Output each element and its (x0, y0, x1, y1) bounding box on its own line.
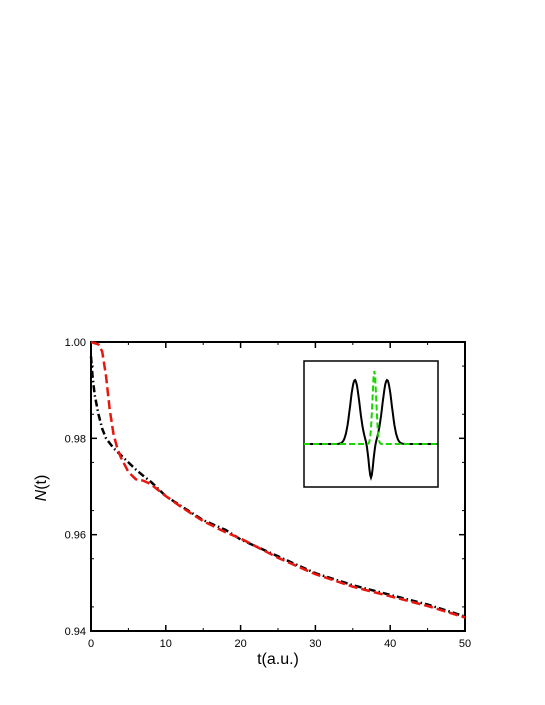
series-layer (89, 340, 466, 619)
x-tick-label: 50 (459, 638, 471, 650)
x-tick-label: 0 (88, 638, 94, 650)
y-tick-label: 0.98 (65, 433, 86, 445)
y-tick-label: 1.00 (65, 337, 86, 349)
inset (303, 360, 439, 488)
x-tick-label: 40 (384, 638, 396, 650)
y-axis-label: N(t) (33, 475, 50, 502)
x-axis-label: t(a.u.) (257, 651, 299, 668)
inset-series-1 (304, 370, 438, 445)
y-axis-label-rest: (t) (33, 475, 50, 490)
labels-layer: t(a.u.) N(t) (33, 475, 299, 668)
plot-area: 0 10 20 30 40 50 0.94 0.96 0.98 1.00 (65, 337, 472, 650)
y-tick-label: 0.96 (65, 530, 86, 542)
x-tick-label: 20 (234, 638, 246, 650)
y-axis-label-var: N (33, 489, 50, 501)
y-tick-label: 0.94 (65, 626, 86, 638)
x-tick-label: 10 (160, 638, 172, 650)
series-line-1 (90, 340, 466, 619)
x-tick-label: 30 (309, 638, 321, 650)
